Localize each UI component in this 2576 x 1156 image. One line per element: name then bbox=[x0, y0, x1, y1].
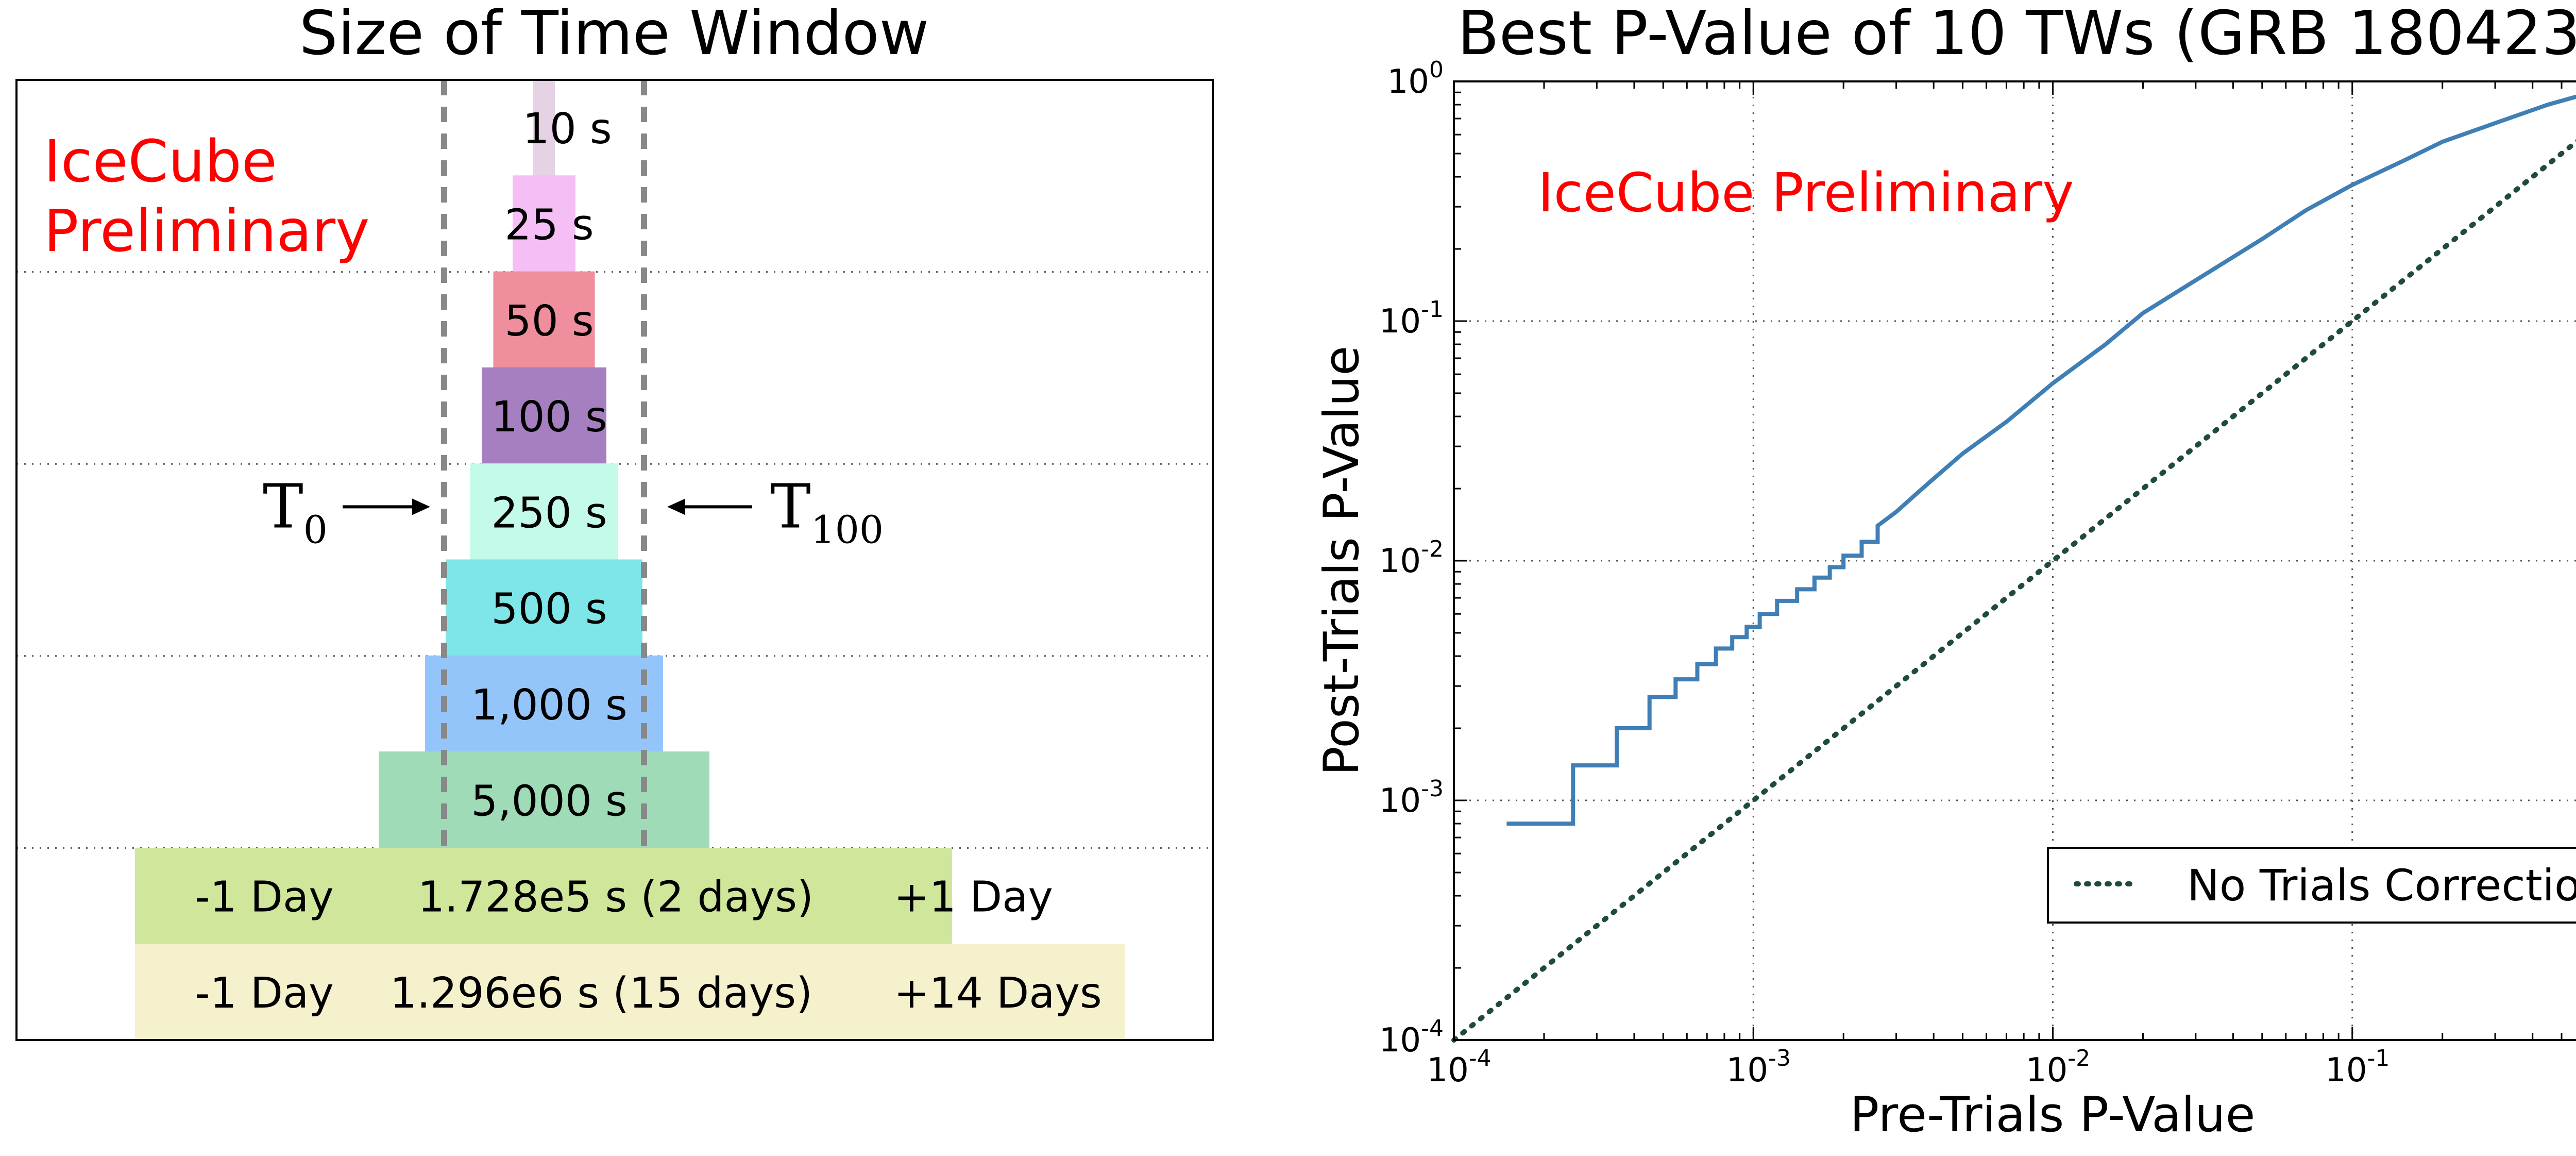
left-gridlines bbox=[16, 271, 1213, 849]
t100-subscript: 100 bbox=[811, 508, 884, 552]
right-plot-frame bbox=[1453, 80, 2576, 1041]
x-tick-label: 10-3 bbox=[1726, 1045, 1791, 1090]
time-window-label: 250 s bbox=[491, 489, 607, 538]
x-tick-exponent: -4 bbox=[1469, 1045, 1492, 1071]
y-tick-label: 10-2 bbox=[1379, 536, 1444, 580]
x-tick-label: 10-2 bbox=[2026, 1045, 2090, 1090]
x-tick-label: 10-1 bbox=[2325, 1045, 2389, 1090]
t0-subscript: 0 bbox=[303, 508, 328, 552]
day-window-start-label: -1 Day bbox=[195, 969, 334, 1018]
time-window-chart: Size of Time Window 10 s 25 s 50 s 100 s 250… bbox=[15, 0, 1214, 1041]
right-watermark: IceCube Preliminary bbox=[1538, 161, 2074, 224]
time-window-label: 5,000 s bbox=[471, 777, 628, 826]
time-window-bar bbox=[513, 175, 575, 273]
day-window-start-label: -1 Day bbox=[195, 873, 334, 922]
time-window-label: 500 s bbox=[491, 585, 607, 634]
time-window-label: 50 s bbox=[504, 297, 594, 346]
y-tick-exponent: 0 bbox=[1429, 57, 1444, 83]
p-value-series bbox=[1451, 94, 2576, 1043]
y-axis-label: Post-Trials P-Value bbox=[1314, 346, 1370, 776]
legend-box bbox=[2047, 847, 2576, 924]
day-window-end-label: +1 Day bbox=[894, 873, 1053, 922]
y-tick-label: 10-1 bbox=[1379, 296, 1444, 341]
trigger-annotations: T0 T100 bbox=[263, 471, 884, 552]
t0-label: T0 bbox=[263, 471, 328, 552]
time-window-bar bbox=[379, 751, 709, 849]
y-tick-exponent: -4 bbox=[1421, 1015, 1444, 1042]
y-tick-label: 10-3 bbox=[1379, 776, 1444, 820]
x-axis-label: Pre-Trials P-Value bbox=[1850, 1087, 2256, 1143]
x-tick-exponent: -2 bbox=[2067, 1045, 2090, 1071]
y-tick-exponent: -3 bbox=[1421, 776, 1444, 802]
x-tick-exponent: -3 bbox=[1768, 1045, 1791, 1071]
day-window-bar bbox=[135, 944, 1125, 1040]
day-window-label: 1.296e6 s (15 days) bbox=[390, 969, 812, 1018]
day-window-end-label: +14 Days bbox=[894, 969, 1102, 1018]
left-watermark-line-1: IceCube bbox=[44, 128, 277, 195]
day-window-label: 1.728e5 s (2 days) bbox=[418, 873, 814, 922]
right-chart-title: Best P-Value of 10 TWs (GRB 180423A) bbox=[1458, 0, 2576, 69]
left-chart-title: Size of Time Window bbox=[299, 0, 929, 69]
y-tick-exponent: -1 bbox=[1421, 296, 1444, 323]
day-window-bar bbox=[135, 848, 952, 944]
x-tick-exponent: -1 bbox=[2367, 1045, 2390, 1071]
y-tick-exponent: -2 bbox=[1421, 536, 1444, 562]
time-window-bar bbox=[470, 463, 618, 561]
time-window-bar bbox=[446, 559, 642, 657]
t0-arrow-head bbox=[412, 498, 430, 515]
time-window-label: 25 s bbox=[504, 200, 594, 249]
no-trials-correction-line bbox=[1451, 139, 2576, 1043]
time-window-bar bbox=[493, 271, 595, 368]
time-window-bars: 10 s 25 s 50 s 100 s 250 s 500 s 1,000 s 5,000 … bbox=[135, 79, 1125, 1040]
left-plot-frame bbox=[15, 79, 1214, 1041]
left-watermark-line-2: Preliminary bbox=[44, 198, 369, 265]
time-window-label: 100 s bbox=[491, 393, 607, 442]
p-value-chart: Best P-Value of 10 TWs (GRB 180423A) 10-… bbox=[1314, 0, 2576, 1143]
legend-label: No Trials Correction bbox=[2187, 860, 2576, 911]
y-tick-label: 100 bbox=[1387, 57, 1444, 101]
time-window-bar bbox=[482, 367, 606, 465]
left-watermark: IceCube Preliminary bbox=[44, 128, 369, 265]
x-tick-label: 10-4 bbox=[1427, 1045, 1491, 1090]
time-window-label: 1,000 s bbox=[471, 681, 628, 730]
trigger-boundaries bbox=[441, 80, 647, 848]
time-window-label: 10 s bbox=[522, 105, 612, 154]
time-window-bar bbox=[425, 655, 663, 753]
legend: No Trials Correction bbox=[2047, 847, 2576, 924]
post-trials-curve bbox=[1506, 94, 2576, 826]
t100-arrow-head bbox=[667, 498, 685, 515]
t100-label: T100 bbox=[770, 471, 884, 552]
